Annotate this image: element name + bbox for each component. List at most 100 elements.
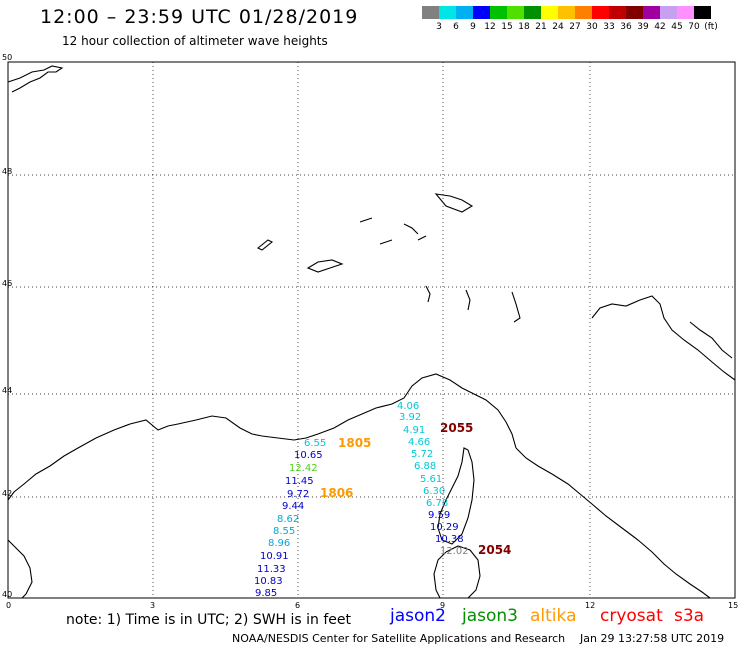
coastline-adriatic-east bbox=[689, 321, 733, 359]
lon-label-6: 6 bbox=[295, 601, 300, 610]
lat-label-48: 48 bbox=[2, 167, 12, 176]
color-scale-label: 33 bbox=[603, 22, 615, 32]
color-swatch bbox=[694, 6, 711, 19]
map-title: 12:00 – 23:59 UTC 01/28/2019 bbox=[40, 6, 359, 28]
color-scale-label: 9 bbox=[470, 22, 476, 32]
wave-height-value: 12.42 bbox=[289, 463, 318, 474]
wave-height-value: 11.33 bbox=[257, 564, 286, 575]
map-subtitle: 12 hour collection of altimeter wave hei… bbox=[62, 34, 328, 48]
wave-height-value: 10.83 bbox=[254, 576, 283, 587]
legend-jason3: jason3 bbox=[462, 606, 518, 626]
color-scale-label: 15 bbox=[501, 22, 513, 32]
wave-height-value: 5.72 bbox=[411, 449, 433, 460]
color-scale-label: 39 bbox=[637, 22, 649, 32]
lake-neuchatel bbox=[256, 239, 274, 251]
wave-height-value: 9.44 bbox=[282, 501, 304, 512]
wave-height-value: 11.45 bbox=[285, 476, 314, 487]
color-swatch bbox=[643, 6, 660, 19]
legend-cryosat: cryosat bbox=[600, 606, 663, 626]
pass-time-2054: 2054 bbox=[478, 543, 511, 557]
lake-garda bbox=[511, 291, 521, 323]
lake-bodensee bbox=[434, 193, 474, 213]
color-scale-label: 3 bbox=[436, 22, 442, 32]
wave-height-value: 10.38 bbox=[435, 534, 464, 545]
color-scale bbox=[422, 6, 711, 19]
pass-time-2055: 2055 bbox=[440, 421, 473, 435]
lat-label-40: 40 bbox=[2, 590, 12, 599]
river-3 bbox=[417, 235, 427, 241]
wave-height-value: 8.96 bbox=[268, 538, 290, 549]
wave-height-value: 6.88 bbox=[414, 461, 436, 472]
coastline-spain bbox=[7, 539, 33, 599]
coastlines bbox=[7, 65, 736, 599]
wave-height-value: 5.61 bbox=[420, 474, 442, 485]
lake-maggiore bbox=[425, 285, 431, 303]
color-swatch bbox=[592, 6, 609, 19]
coastline-sardinia bbox=[445, 545, 481, 599]
pass-time-1806: 1806 bbox=[320, 486, 353, 500]
lake-como bbox=[465, 289, 471, 311]
lon-label-12: 12 bbox=[585, 601, 595, 610]
color-swatch bbox=[490, 6, 507, 19]
wave-height-value: 9.85 bbox=[255, 588, 277, 599]
map-frame bbox=[7, 61, 736, 599]
coastline-corsica bbox=[437, 447, 475, 545]
color-scale-label: 45 bbox=[671, 22, 683, 32]
lat-label-50: 50 bbox=[2, 53, 12, 62]
note-text: note: 1) Time is in UTC; 2) SWH is in fe… bbox=[66, 612, 352, 628]
color-scale-label: 21 bbox=[535, 22, 547, 32]
river-2 bbox=[379, 239, 393, 245]
wave-height-value: 10.65 bbox=[294, 450, 323, 461]
wave-height-value: 9.59 bbox=[428, 510, 450, 521]
wave-height-value: 9.72 bbox=[287, 489, 309, 500]
lat-label-46: 46 bbox=[2, 279, 12, 288]
color-scale-label: 36 bbox=[620, 22, 632, 32]
lat-label-44: 44 bbox=[2, 386, 12, 395]
color-scale-label: 42 bbox=[654, 22, 666, 32]
wave-height-value: 8.62 bbox=[277, 514, 299, 525]
color-swatch bbox=[558, 6, 575, 19]
color-swatch bbox=[439, 6, 456, 19]
color-swatch bbox=[541, 6, 558, 19]
lon-label-15: 15 bbox=[728, 601, 738, 610]
river-1 bbox=[359, 217, 373, 223]
coastline-italy-west bbox=[515, 447, 711, 599]
lake-zurich bbox=[403, 223, 419, 235]
color-scale-label: (ft) bbox=[704, 22, 718, 32]
gridlines bbox=[8, 62, 735, 598]
color-scale-label: 18 bbox=[518, 22, 530, 32]
footer-timestamp: Jan 29 13:27:58 UTC 2019 bbox=[580, 632, 725, 645]
legend-altika: altika bbox=[530, 606, 577, 626]
color-scale-label: 6 bbox=[453, 22, 459, 32]
pass-time-1805: 1805 bbox=[338, 436, 371, 450]
color-scale-label: 12 bbox=[484, 22, 496, 32]
color-swatch bbox=[677, 6, 694, 19]
color-swatch bbox=[626, 6, 643, 19]
wave-height-value: 10.91 bbox=[260, 551, 289, 562]
coastline-sardinia-west bbox=[433, 551, 447, 599]
footer-org: NOAA/NESDIS Center for Satellite Applica… bbox=[232, 632, 566, 645]
lon-label-3: 3 bbox=[150, 601, 155, 610]
wave-height-value: 8.55 bbox=[273, 526, 295, 537]
wave-height-value: 4.66 bbox=[408, 437, 430, 448]
coastline-adriatic bbox=[591, 295, 736, 381]
coastline-gulf-of-lion bbox=[7, 373, 517, 501]
wave-height-value: 4.06 bbox=[397, 401, 419, 412]
color-scale-label: 70 bbox=[688, 22, 700, 32]
lake-geneva bbox=[306, 259, 344, 273]
color-swatch bbox=[473, 6, 490, 19]
color-scale-label: 30 bbox=[586, 22, 598, 32]
wave-height-value: 3.92 bbox=[399, 412, 421, 423]
color-scale-label: 24 bbox=[552, 22, 564, 32]
color-swatch bbox=[524, 6, 541, 19]
wave-height-value: 6.55 bbox=[304, 438, 326, 449]
wave-height-value: 12.02 bbox=[440, 546, 469, 557]
color-swatch bbox=[609, 6, 626, 19]
wave-height-value: 6.30 bbox=[423, 486, 445, 497]
legend-s3a: s3a bbox=[674, 606, 705, 626]
color-scale-label: 27 bbox=[569, 22, 581, 32]
coastline-brittany bbox=[7, 65, 64, 93]
wave-height-value: 6.78 bbox=[426, 498, 448, 509]
legend-jason2: jason2 bbox=[390, 606, 446, 626]
